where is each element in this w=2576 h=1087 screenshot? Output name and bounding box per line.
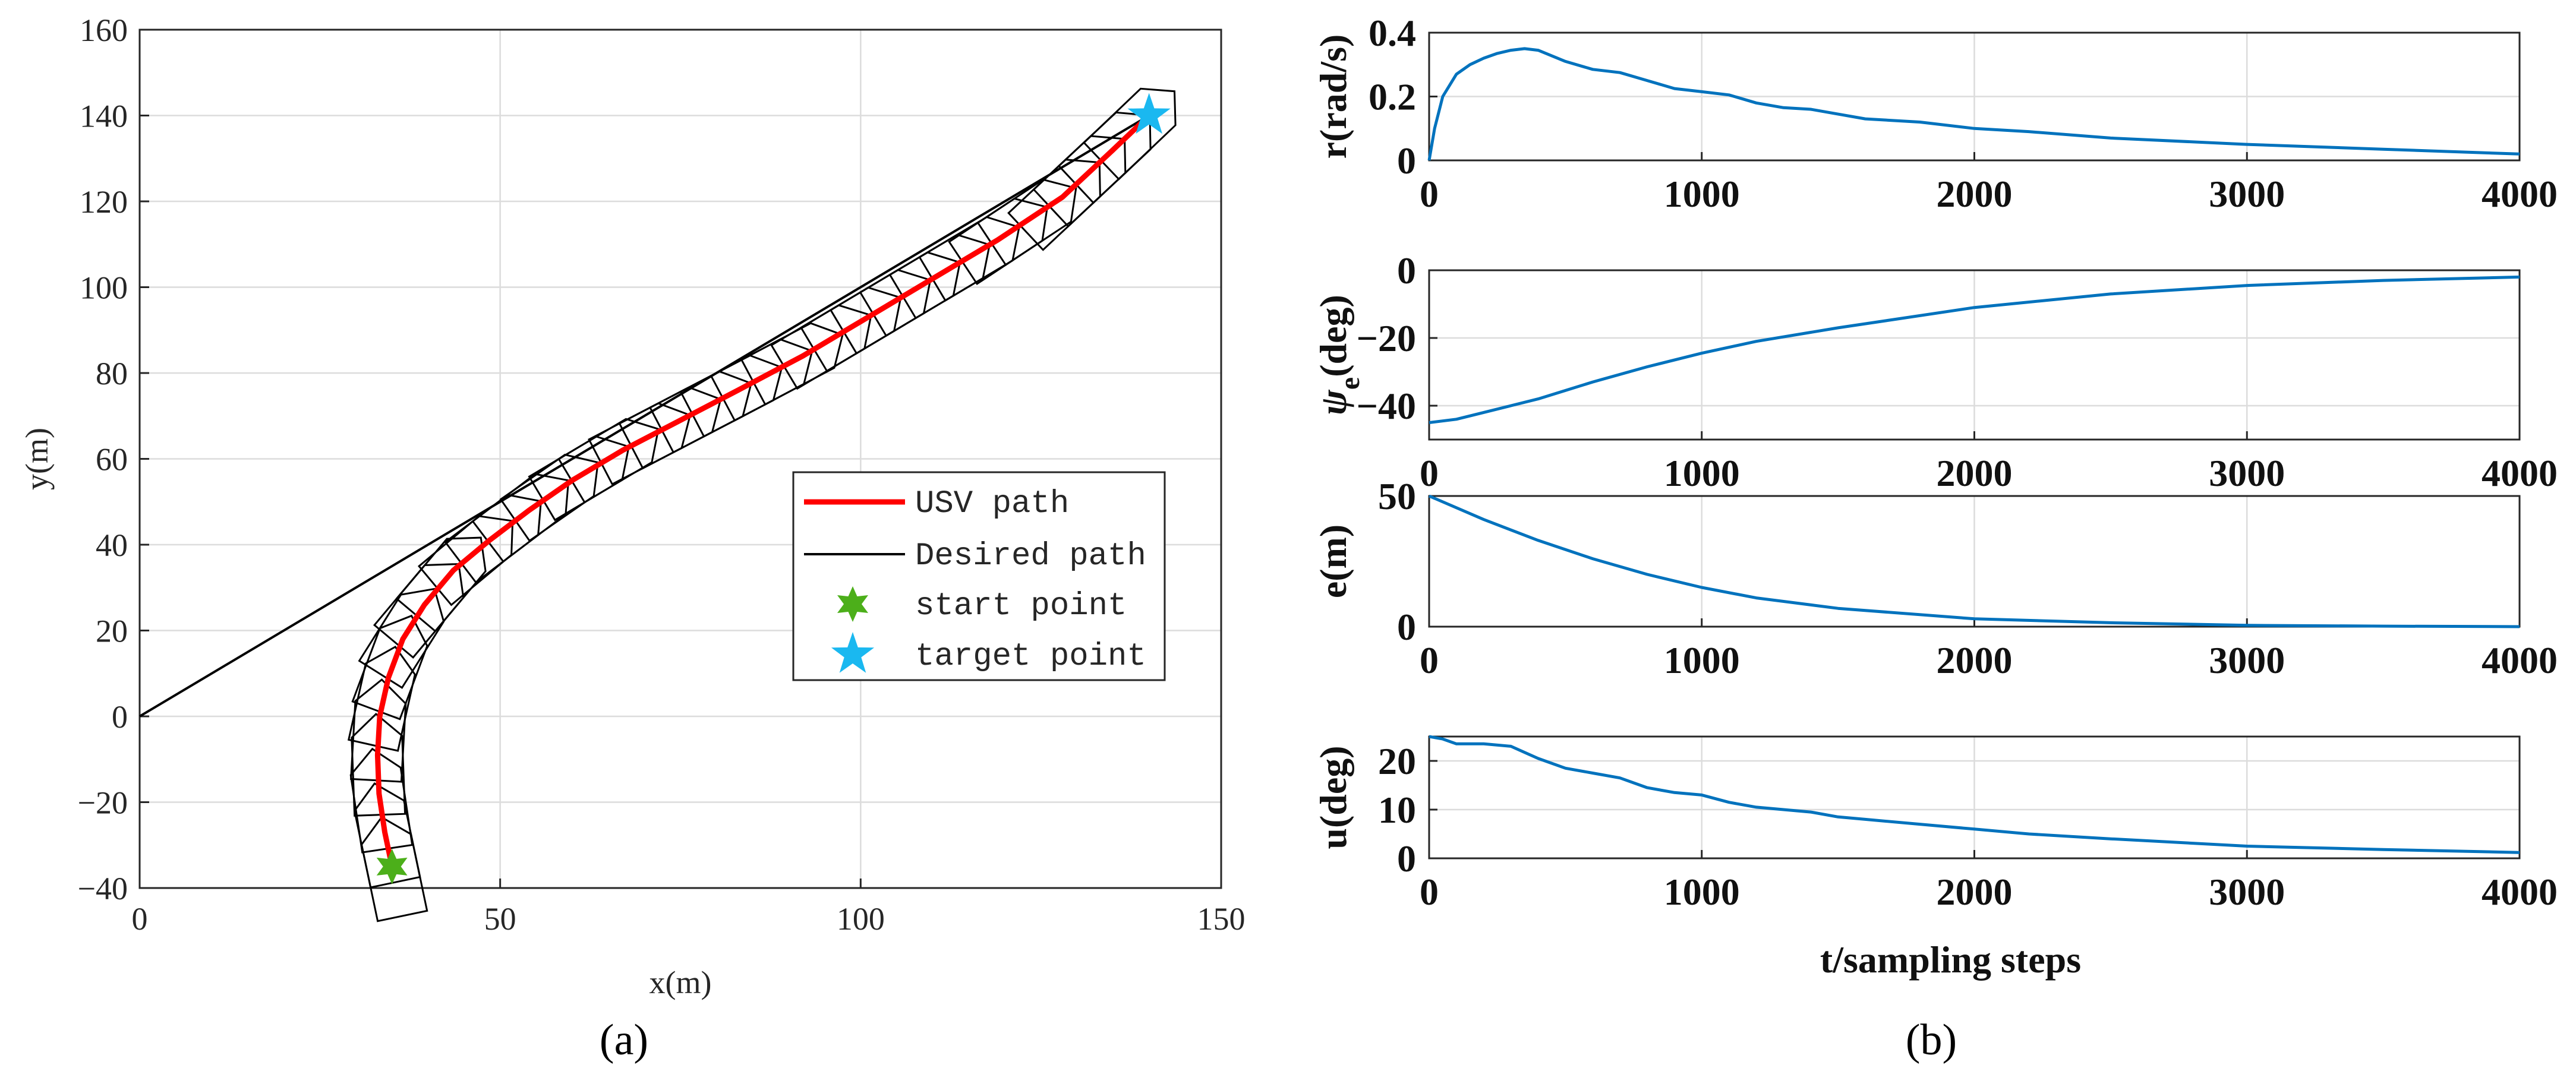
y-axis-label: e(m) bbox=[1312, 524, 1354, 598]
x-tick-label: 2000 bbox=[1937, 871, 2013, 913]
x-tick-label: 0 bbox=[1420, 639, 1439, 681]
x-tick-label: 1000 bbox=[1664, 452, 1740, 494]
hull-outline bbox=[1083, 87, 1177, 181]
y-tick-label: −40 bbox=[78, 871, 128, 906]
y-tick-label: 20 bbox=[1378, 740, 1416, 782]
y-tick-label: 20 bbox=[96, 614, 128, 649]
hull-outline bbox=[351, 614, 428, 721]
subplot-r: 0 1000 2000 3000 4000 0 0.2 0.4 r(rad/s) bbox=[1312, 12, 2558, 215]
series-line-e bbox=[1429, 494, 2520, 628]
subplot-psi-e: 0 1000 2000 3000 4000 −40 −20 0 ψe(deg) bbox=[1312, 249, 2558, 494]
x-tick-label: 3000 bbox=[2209, 173, 2285, 215]
x-tick-label: 1000 bbox=[1664, 173, 1740, 215]
y-tick-label: 0 bbox=[112, 699, 128, 735]
legend-target-point-marker bbox=[831, 632, 875, 673]
y-tick-label: 0 bbox=[1397, 838, 1416, 880]
x-tick-label: 4000 bbox=[2482, 452, 2558, 494]
x-tick-label: 4000 bbox=[2482, 173, 2558, 215]
plot-frame-r bbox=[1428, 31, 2521, 162]
hull-outline bbox=[358, 587, 445, 689]
y-tick-label: −20 bbox=[1357, 317, 1416, 359]
subplot-e: 0 1000 2000 3000 4000 0 50 e(m) bbox=[1312, 475, 2558, 681]
x-tick-label: 2000 bbox=[1937, 173, 2013, 215]
start-point-marker bbox=[376, 848, 408, 884]
x-tick-label: 50 bbox=[484, 901, 516, 937]
x-tick-label: 4000 bbox=[2482, 871, 2558, 913]
y-axis-label-subscript: e bbox=[1334, 377, 1366, 390]
x-tick-label: 2000 bbox=[1937, 452, 2013, 494]
x-tick-label: 0 bbox=[1420, 452, 1439, 494]
x-tick-label: 1000 bbox=[1664, 639, 1740, 681]
x-tick-label: 3000 bbox=[2209, 871, 2285, 913]
x-axis-label: x(m) bbox=[649, 965, 712, 1000]
y-tick-label: 0 bbox=[1397, 249, 1416, 292]
x-tick-label: 100 bbox=[837, 901, 885, 937]
y-tick-label: 100 bbox=[80, 270, 128, 306]
y-axis-label-symbol: ψ bbox=[1312, 389, 1354, 415]
y-axis-label-unit: (deg) bbox=[1312, 295, 1354, 377]
hull-outline bbox=[349, 747, 414, 854]
x-axis-label: t/sampling steps bbox=[1820, 939, 2081, 981]
caption-b: (b) bbox=[1906, 1016, 1957, 1064]
y-axis-label: y(m) bbox=[19, 428, 55, 490]
legend-target-point-label: target point bbox=[915, 639, 1146, 675]
y-tick-label: 0 bbox=[1397, 140, 1416, 182]
y-tick-label: 0.4 bbox=[1369, 12, 1416, 54]
panel-a: 0 50 100 150 −40 −20 0 20 40 60 80 100 120 140 160 x(m)… bbox=[19, 12, 1246, 1000]
y-tick-label: 160 bbox=[80, 12, 128, 48]
x-tick-label: 1000 bbox=[1664, 871, 1740, 913]
y-tick-label: −40 bbox=[1357, 385, 1416, 427]
x-tick-label: 0 bbox=[1420, 173, 1439, 215]
y-tick-label: 80 bbox=[96, 356, 128, 391]
x-tick-label: 4000 bbox=[2482, 639, 2558, 681]
y-tick-label: 40 bbox=[96, 527, 128, 563]
y-tick-label: −20 bbox=[78, 785, 128, 821]
y-tick-label: 50 bbox=[1378, 475, 1416, 517]
y-tick-label: 140 bbox=[80, 99, 128, 134]
series-line-u bbox=[1429, 735, 2520, 854]
x-tick-label: 3000 bbox=[2209, 639, 2285, 681]
legend-start-point-label: start point bbox=[915, 588, 1127, 624]
usv-path-line bbox=[374, 113, 1151, 867]
x-tick-label: 2000 bbox=[1937, 639, 2013, 681]
plot-frame-u bbox=[1428, 735, 2521, 860]
y-tick-label: 0.2 bbox=[1369, 76, 1416, 118]
plot-frame-psi-e bbox=[1428, 269, 2521, 441]
legend-desired-path-label: Desired path bbox=[915, 538, 1146, 574]
y-tick-label: 10 bbox=[1378, 789, 1416, 831]
x-tick-label: 0 bbox=[132, 901, 148, 937]
plot-frame-e bbox=[1428, 495, 2521, 628]
y-tick-label: 60 bbox=[96, 442, 128, 478]
legend-usv-path-label: USV path bbox=[915, 486, 1069, 522]
plot-frame-a bbox=[138, 29, 1222, 889]
target-point-marker bbox=[1127, 93, 1171, 134]
x-tick-label: 3000 bbox=[2209, 452, 2285, 494]
y-tick-label: 0 bbox=[1397, 606, 1416, 648]
series-line-r bbox=[1427, 47, 2520, 161]
desired-path-line bbox=[138, 114, 1150, 718]
y-axis-label: r(rad/s) bbox=[1312, 34, 1354, 159]
series-line-psi-e bbox=[1429, 275, 2520, 424]
y-axis-label: ψe(deg) bbox=[1312, 295, 1366, 415]
y-tick-label: 120 bbox=[80, 184, 128, 220]
hull-outline bbox=[976, 178, 1077, 266]
x-tick-label: 150 bbox=[1197, 901, 1246, 937]
caption-a: (a) bbox=[600, 1016, 648, 1064]
x-tick-label: 0 bbox=[1420, 871, 1439, 913]
y-axis-label: u(deg) bbox=[1312, 745, 1354, 849]
legend-start-point-marker bbox=[837, 586, 868, 622]
